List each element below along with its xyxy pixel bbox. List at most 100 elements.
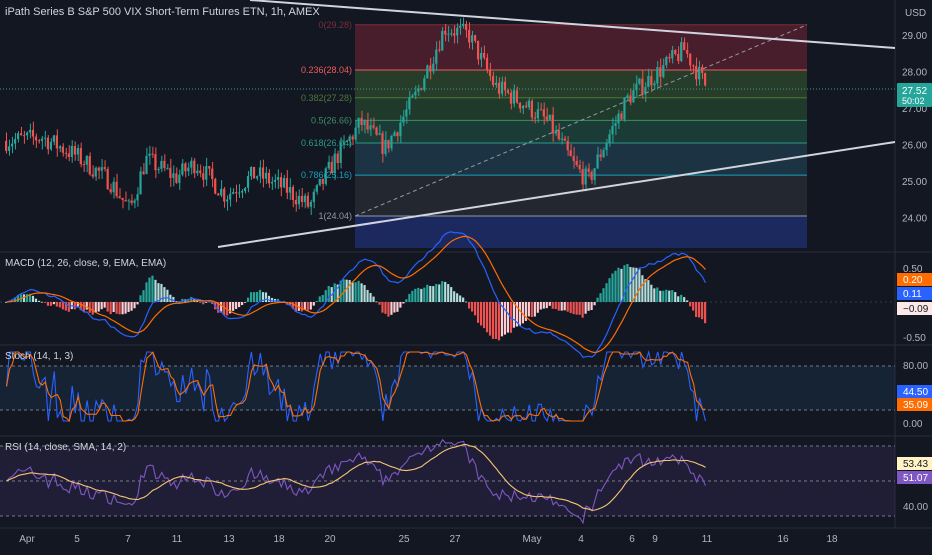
- price-candle[interactable]: [417, 88, 420, 92]
- price-candle[interactable]: [695, 65, 698, 80]
- price-candle[interactable]: [500, 81, 504, 94]
- price-candle[interactable]: [471, 35, 474, 43]
- price-candle[interactable]: [178, 174, 181, 183]
- price-candle[interactable]: [677, 53, 680, 62]
- price-candle[interactable]: [342, 141, 345, 143]
- price-candle[interactable]: [339, 142, 342, 164]
- price-candle[interactable]: [217, 193, 220, 196]
- price-candle[interactable]: [58, 146, 61, 149]
- price-candle[interactable]: [184, 163, 187, 172]
- price-candle[interactable]: [375, 127, 378, 135]
- price-candle[interactable]: [641, 78, 644, 95]
- price-candle[interactable]: [441, 30, 444, 51]
- price-candle[interactable]: [252, 166, 256, 179]
- price-candle[interactable]: [100, 167, 103, 171]
- price-candle[interactable]: [309, 201, 312, 207]
- price-candle[interactable]: [82, 164, 85, 166]
- price-candle[interactable]: [381, 133, 384, 154]
- price-candle[interactable]: [306, 195, 309, 207]
- price-candle[interactable]: [351, 136, 354, 140]
- price-candle[interactable]: [692, 65, 695, 67]
- price-candle[interactable]: [214, 179, 217, 194]
- price-candle[interactable]: [163, 160, 166, 169]
- price-candle[interactable]: [378, 133, 381, 135]
- price-candle[interactable]: [46, 137, 50, 150]
- price-candle[interactable]: [10, 143, 14, 147]
- price-candle[interactable]: [321, 178, 324, 184]
- price-candle[interactable]: [632, 90, 635, 103]
- price-candle[interactable]: [599, 154, 602, 158]
- ascending-trendline[interactable]: [217, 141, 896, 248]
- price-candle[interactable]: [620, 113, 623, 120]
- price-candle[interactable]: [55, 135, 58, 149]
- price-candle[interactable]: [37, 140, 41, 142]
- price-candle[interactable]: [333, 153, 336, 174]
- price-candle[interactable]: [503, 81, 507, 91]
- price-candle[interactable]: [468, 29, 471, 43]
- price-candle[interactable]: [545, 116, 548, 120]
- price-candle[interactable]: [497, 82, 501, 94]
- price-candle[interactable]: [91, 174, 94, 177]
- price-candle[interactable]: [273, 179, 277, 182]
- price-candle[interactable]: [61, 146, 64, 153]
- price-candle[interactable]: [22, 135, 26, 137]
- price-candle[interactable]: [432, 63, 435, 72]
- price-candle[interactable]: [16, 133, 20, 140]
- price-candle[interactable]: [602, 150, 605, 158]
- price-candle[interactable]: [258, 167, 262, 177]
- price-candle[interactable]: [611, 125, 614, 135]
- price-candle[interactable]: [408, 97, 411, 110]
- price-candle[interactable]: [124, 199, 127, 202]
- price-candle[interactable]: [211, 168, 214, 180]
- price-candle[interactable]: [136, 194, 139, 201]
- price-candle[interactable]: [456, 27, 459, 36]
- price-candle[interactable]: [369, 125, 372, 130]
- price-candle[interactable]: [459, 25, 462, 28]
- price-candle[interactable]: [396, 132, 399, 137]
- price-candle[interactable]: [590, 171, 593, 180]
- price-candle[interactable]: [79, 148, 82, 165]
- price-candle[interactable]: [536, 109, 539, 119]
- price-candle[interactable]: [220, 188, 223, 196]
- price-candle[interactable]: [315, 185, 318, 192]
- price-candle[interactable]: [106, 168, 109, 190]
- price-candle[interactable]: [405, 109, 408, 117]
- price-candle[interactable]: [267, 172, 271, 184]
- price-candle[interactable]: [7, 146, 11, 151]
- price-candle[interactable]: [372, 125, 375, 128]
- price-candle[interactable]: [264, 172, 268, 179]
- price-candle[interactable]: [494, 82, 498, 86]
- price-candle[interactable]: [629, 95, 632, 103]
- price-candle[interactable]: [276, 176, 280, 180]
- price-candle[interactable]: [312, 191, 315, 202]
- price-candle[interactable]: [348, 136, 351, 141]
- price-candle[interactable]: [578, 165, 581, 170]
- price-candle[interactable]: [127, 200, 130, 202]
- descending-trendline[interactable]: [249, 0, 896, 49]
- price-candle[interactable]: [115, 181, 118, 197]
- price-candle[interactable]: [653, 83, 656, 86]
- price-candle[interactable]: [548, 114, 551, 120]
- price-candle[interactable]: [157, 168, 160, 171]
- price-candle[interactable]: [175, 173, 178, 183]
- price-candle[interactable]: [187, 167, 190, 172]
- price-candle[interactable]: [76, 148, 79, 155]
- price-candle[interactable]: [447, 33, 450, 35]
- price-candle[interactable]: [614, 123, 617, 126]
- price-candle[interactable]: [465, 23, 468, 30]
- price-candle[interactable]: [387, 139, 390, 149]
- price-candle[interactable]: [491, 76, 495, 86]
- price-candle[interactable]: [584, 168, 587, 185]
- price-candle[interactable]: [205, 166, 208, 180]
- price-candle[interactable]: [249, 166, 253, 177]
- price-candle[interactable]: [393, 132, 396, 136]
- price-candle[interactable]: [13, 139, 17, 144]
- price-candle[interactable]: [560, 138, 563, 140]
- price-candle[interactable]: [360, 117, 363, 125]
- price-candle[interactable]: [399, 122, 402, 137]
- price-candle[interactable]: [530, 100, 533, 118]
- price-candle[interactable]: [202, 173, 205, 180]
- price-candle[interactable]: [318, 178, 321, 186]
